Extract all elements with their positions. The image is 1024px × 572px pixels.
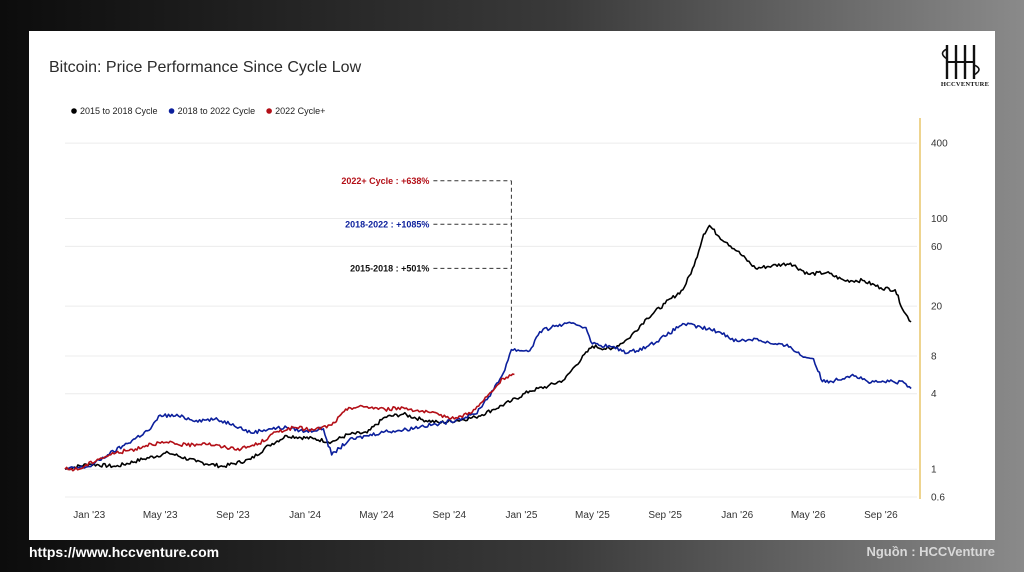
chart-card: Bitcoin: Price Performance Since Cycle L…	[29, 31, 995, 540]
y-tick-label-7: 400	[931, 139, 948, 150]
hccventure-logo: HCCVENTURE	[941, 45, 989, 88]
legend-label-2: 2022 Cycle+	[275, 106, 325, 116]
x-tick-label-9: Jan '26	[721, 510, 753, 521]
series-line-2022-cycle-	[64, 373, 515, 472]
x-tick-label-1: May '23	[143, 510, 178, 521]
y-tick-label-2: 4	[931, 389, 937, 400]
annotation-label-0: 2022+ Cycle : +638%	[341, 176, 429, 186]
legend-label-1: 2018 to 2022 Cycle	[178, 106, 256, 116]
annotation-label-1: 2018-2022 : +1085%	[345, 219, 429, 229]
logo-text: HCCVENTURE	[941, 81, 989, 88]
footer-source: Nguồn : HCCVenture	[866, 544, 995, 559]
x-tick-label-0: Jan '23	[73, 510, 105, 521]
legend-marker-2	[266, 108, 272, 114]
y-tick-label-3: 8	[931, 352, 937, 363]
series-line-2018-to-2022-cycle	[64, 321, 912, 470]
chart-title: Bitcoin: Price Performance Since Cycle L…	[49, 59, 362, 76]
x-tick-label-5: Sep '24	[433, 510, 467, 521]
x-tick-label-8: Sep '25	[648, 510, 682, 521]
y-tick-label-4: 20	[931, 302, 943, 313]
legend-marker-0	[71, 108, 77, 114]
x-tick-label-4: May '24	[359, 510, 394, 521]
x-tick-label-3: Jan '24	[289, 510, 321, 521]
legend: 2015 to 2018 Cycle 2018 to 2022 Cycle 2022…	[71, 106, 325, 116]
x-tick-label-2: Sep '23	[216, 510, 250, 521]
legend-marker-1	[168, 108, 175, 114]
x-tick-label-7: May '25	[575, 510, 610, 521]
annotation-label-2: 2015-2018 : +501%	[350, 263, 429, 273]
y-tick-label-6: 100	[931, 214, 948, 225]
legend-label-0: 2015 to 2018 Cycle	[80, 106, 158, 116]
chart-svg: Bitcoin: Price Performance Since Cycle L…	[49, 45, 989, 521]
y-tick-label-0: 0.6	[931, 493, 945, 504]
grid-lines	[65, 142, 917, 498]
x-tick-label-10: May '26	[791, 510, 826, 521]
series-lines	[64, 224, 912, 472]
y-tick-label-5: 60	[931, 242, 943, 253]
x-tick-label-11: Sep '26	[864, 510, 898, 521]
axes: 0.6 1 4 8 20 60 100 400 Jan '23 May '23 Sep '23 Jan…	[73, 118, 948, 521]
footer-website[interactable]: https://www.hccventure.com	[29, 544, 220, 560]
x-tick-label-6: Jan '25	[505, 510, 537, 521]
series-line-2015-to-2018-cycle	[64, 224, 912, 471]
annotations: 2022+ Cycle : +638% 2018-2022 : +1085% 201…	[341, 176, 512, 344]
y-tick-label-1: 1	[931, 465, 937, 476]
